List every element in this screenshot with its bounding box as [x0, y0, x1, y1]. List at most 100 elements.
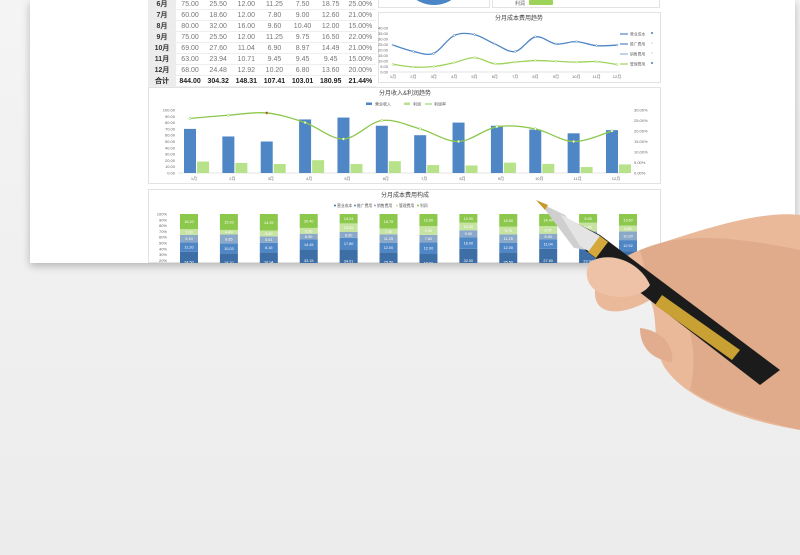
- value-cell: 11.25: [260, 0, 289, 10]
- segment-label: 5.61: [265, 238, 272, 242]
- profit-bar: [350, 164, 363, 173]
- value-cell: 63.00: [176, 53, 205, 65]
- stacked-segment: [180, 229, 198, 235]
- legend-label: 管理费用: [630, 62, 645, 67]
- stacked-segment: [459, 248, 478, 263]
- segment-label: 12.60: [424, 219, 434, 223]
- x-tick-label: 8月: [459, 176, 465, 181]
- value-cell: 11.04: [232, 42, 261, 54]
- revenue-bar: [606, 130, 618, 173]
- y-tick-label: 40%: [159, 246, 167, 251]
- x-tick-label: 12月: [613, 74, 621, 79]
- revenue-bar: [299, 119, 312, 173]
- segment-label: 18.60: [424, 262, 434, 263]
- profit-bar: [312, 160, 325, 173]
- stacked-segment: [379, 214, 398, 229]
- segment-label: 13.05: [344, 226, 354, 230]
- data-point: [432, 52, 435, 55]
- segment-label: 32.00: [464, 259, 474, 263]
- data-point: [412, 65, 415, 69]
- y-tick-label: 15.00: [378, 53, 389, 58]
- profit-rate-point: [226, 113, 230, 117]
- data-point: [534, 35, 537, 39]
- y-tick-label: 20%: [159, 258, 167, 263]
- segment-label: 27.60: [543, 259, 553, 263]
- data-point: [595, 60, 598, 63]
- stacked-segment: [419, 214, 438, 227]
- stacked-segment: [259, 236, 278, 243]
- segment-label: 11.25: [504, 237, 513, 241]
- stacked-segment: [619, 214, 637, 226]
- stacked-segment: [339, 249, 358, 263]
- y-tick-label: 100%: [157, 212, 168, 217]
- y-tick-label: 60.00: [165, 133, 176, 138]
- data-point: [432, 65, 435, 68]
- segment-label: 9.60: [465, 232, 472, 236]
- value-cell: 7.80: [260, 9, 289, 21]
- pie-chart-panel: [378, 0, 490, 8]
- profit-rate-line: [189, 112, 613, 143]
- value-cell: 21.00%: [344, 9, 376, 21]
- segment-label: 8.90: [345, 233, 352, 237]
- value-cell: 16.50: [316, 31, 345, 43]
- stacked-segment: [459, 230, 478, 238]
- legend-marker: [651, 52, 653, 54]
- legend-label: 营业成本: [337, 203, 352, 208]
- legend-swatch: [334, 204, 336, 207]
- monthly-data-table: 6月 75.00 25.50 12.00 11.25 7.50 18.75 25.00% 7月 6…: [148, 0, 376, 87]
- legend-swatch: [354, 204, 356, 207]
- data-point: [615, 63, 619, 66]
- legend-label: 营业收入: [375, 101, 391, 107]
- value-cell: 9.45: [260, 53, 289, 65]
- legend-marker: [651, 32, 653, 34]
- stacked-segment: [379, 234, 398, 243]
- data-point: [513, 50, 517, 53]
- legend-marker: [651, 42, 653, 44]
- legend-swatch: [366, 102, 372, 105]
- value-cell: 16.00: [232, 20, 261, 32]
- profit-rate-point: [572, 140, 576, 143]
- table-row: 11月 63.00 23.94 10.71 9.45 9.45 9.45 15.00%: [148, 53, 376, 65]
- x-tick-label: 4月: [306, 176, 312, 181]
- value-cell: 10.40: [288, 20, 317, 32]
- value-cell: 22.00%: [344, 31, 376, 43]
- y-tick-label: 70.00: [165, 126, 176, 131]
- x-tick-label: 4月: [451, 74, 457, 79]
- segment-label: 14.29: [264, 221, 274, 225]
- y-tick-label: 10.00: [378, 59, 389, 64]
- segment-label: 16.50: [504, 219, 514, 223]
- stacked-segment: [299, 249, 318, 263]
- x-tick-label: 10月: [535, 176, 543, 181]
- y-tick-label: 50%: [159, 241, 167, 246]
- stacked-segment: [259, 230, 278, 237]
- data-point: [554, 42, 558, 46]
- profit-bar: [503, 162, 516, 173]
- stacked-segment: [459, 214, 478, 223]
- legend-swatch: [417, 204, 419, 207]
- chart-title: 分月成本费用构成: [381, 191, 429, 199]
- segment-label: 18.70: [224, 261, 234, 263]
- data-point: [473, 56, 476, 59]
- legend-label: 推广费用: [630, 42, 645, 47]
- segment-label: 11.20: [184, 246, 193, 250]
- stacked-segment: [299, 239, 318, 250]
- month-cell: 11月: [148, 53, 176, 65]
- profit-bar: [542, 163, 555, 173]
- revenue-bar: [529, 129, 542, 173]
- total-cell: 21.44%: [344, 75, 376, 87]
- stacked-segment: [339, 237, 358, 250]
- profit-rate-point: [610, 129, 614, 133]
- legend-label: 利润: [420, 203, 428, 208]
- data-point: [534, 59, 537, 62]
- value-cell: 75.00: [176, 0, 205, 10]
- value-cell: 9.75: [288, 31, 317, 43]
- segment-label: 13.60: [623, 218, 633, 222]
- table-row: 10月 69.00 27.60 11.04 6.90 8.97 14.49 21.00%: [148, 42, 376, 54]
- segment-label: 7.50: [385, 230, 392, 234]
- data-point: [452, 34, 456, 37]
- revenue-bar: [452, 122, 465, 173]
- month-cell: 7月: [148, 9, 176, 21]
- value-cell: 15.00%: [344, 20, 376, 32]
- segment-label: 14.49: [543, 219, 553, 223]
